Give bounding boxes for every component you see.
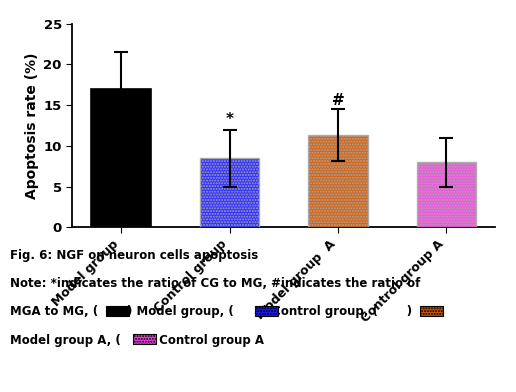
Text: #: #: [332, 93, 344, 107]
Text: Note: *indicates the ratio of CG to MG, #indicates the ratio of: Note: *indicates the ratio of CG to MG, …: [10, 277, 421, 290]
Text: Model group A, (       ) Control group A: Model group A, ( ) Control group A: [10, 334, 264, 347]
Text: *: *: [225, 112, 234, 127]
Text: MGA to MG, (       ) Model group, (       ) Control group, (       ): MGA to MG, ( ) Model group, ( ) Control …: [10, 305, 412, 318]
Bar: [200, 158, 260, 227]
Text: Fig. 6: NGF on neuron cells apoptosis: Fig. 6: NGF on neuron cells apoptosis: [10, 249, 259, 262]
Y-axis label: Apoptosis rate (%): Apoptosis rate (%): [25, 52, 39, 199]
Bar: [308, 135, 368, 227]
Bar: [91, 89, 151, 227]
Bar: [416, 162, 476, 227]
